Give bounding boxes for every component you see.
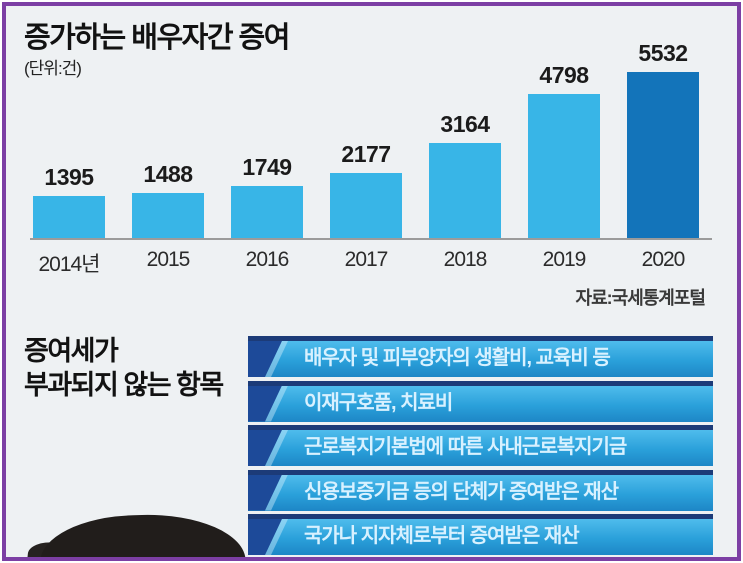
banner-accent-shape bbox=[248, 341, 282, 377]
bar-column: 3164 2018 bbox=[429, 111, 501, 271]
banner-accent-shape bbox=[248, 474, 282, 511]
tax-free-item-list: 배우자 및 피부양자의 생활비, 교육비 등 이재구호품, 치료비 근로복지기본… bbox=[248, 336, 713, 555]
tax-free-item-label: 이재구호품, 치료비 bbox=[304, 391, 453, 414]
bar-value-label: 1749 bbox=[242, 154, 292, 180]
bar-value-label: 2177 bbox=[341, 141, 391, 167]
x-axis-tick-label: 2014년 bbox=[38, 253, 100, 276]
bar-value-label: 3164 bbox=[440, 111, 490, 137]
tax-free-item-label: 국가나 지자체로부터 증여받은 재산 bbox=[304, 525, 580, 547]
hair-silhouette bbox=[39, 512, 246, 557]
chart-title: 증가하는 배우자간 증여 bbox=[24, 22, 290, 54]
bar-value-label: 1488 bbox=[143, 161, 193, 187]
tax-free-item-banner: 신용보증기금 등의 단체가 증여받은 재산 bbox=[248, 469, 713, 511]
bar bbox=[528, 94, 600, 238]
bar-column: 4798 2019 bbox=[528, 62, 600, 271]
bar bbox=[231, 186, 303, 238]
chart-unit-label: (단위:건) bbox=[24, 59, 82, 78]
tax-free-item-banner: 근로복지기본법에 따른 사내근로복지기금 bbox=[248, 425, 713, 466]
x-axis-tick-label: 2018 bbox=[443, 248, 488, 271]
tax-free-item-banner: 배우자 및 피부양자의 생활비, 교육비 등 bbox=[248, 336, 713, 377]
tax-free-item-banner: 국가나 지자체로부터 증여받은 재산 bbox=[248, 514, 713, 555]
bar-column: 1749 2016 bbox=[231, 154, 303, 271]
bar bbox=[132, 193, 204, 238]
banner-accent-shape bbox=[248, 519, 282, 555]
x-axis-tick-label: 2019 bbox=[542, 248, 587, 271]
bar bbox=[627, 72, 699, 238]
bar-column: 1488 2015 bbox=[132, 161, 204, 271]
banner-accent-shape bbox=[248, 385, 282, 422]
person-hair-photo bbox=[6, 497, 266, 557]
chart-source-label: 자료:국세통계포털 bbox=[575, 288, 706, 308]
tax-free-heading-line1: 증여세가 bbox=[24, 336, 119, 366]
x-axis-tick-label: 2015 bbox=[146, 248, 191, 271]
tax-free-item-banner: 이재구호품, 치료비 bbox=[248, 380, 713, 422]
banner-accent-shape bbox=[248, 430, 282, 466]
bar bbox=[429, 143, 501, 238]
x-axis-tick-label: 2020 bbox=[641, 248, 686, 271]
bar-value-label: 1395 bbox=[44, 164, 94, 190]
bar bbox=[33, 196, 105, 238]
bar-value-label: 5532 bbox=[638, 40, 688, 66]
bar bbox=[330, 173, 402, 238]
bar-column: 1395 2014년 bbox=[33, 164, 105, 276]
tax-free-item-label: 신용보증기금 등의 단체가 증여받은 재산 bbox=[304, 480, 619, 503]
bar-column: 5532 2020 bbox=[627, 40, 699, 271]
x-axis-tick-label: 2017 bbox=[344, 248, 389, 271]
tax-free-item-label: 근로복지기본법에 따른 사내근로복지기금 bbox=[304, 436, 627, 458]
bar-column: 2177 2017 bbox=[330, 141, 402, 271]
tax-free-item-label: 배우자 및 피부양자의 생활비, 교육비 등 bbox=[304, 347, 611, 369]
tax-free-heading: 증여세가 부과되지 않는 항목 bbox=[24, 334, 224, 402]
bar-value-label: 4798 bbox=[539, 62, 589, 88]
bar-chart-plot: 1395 2014년 1488 2015 1749 2016 2177 2017… bbox=[30, 40, 712, 276]
tax-free-heading-line2: 부과되지 않는 항목 bbox=[24, 370, 224, 400]
x-axis-tick-label: 2016 bbox=[245, 248, 290, 271]
